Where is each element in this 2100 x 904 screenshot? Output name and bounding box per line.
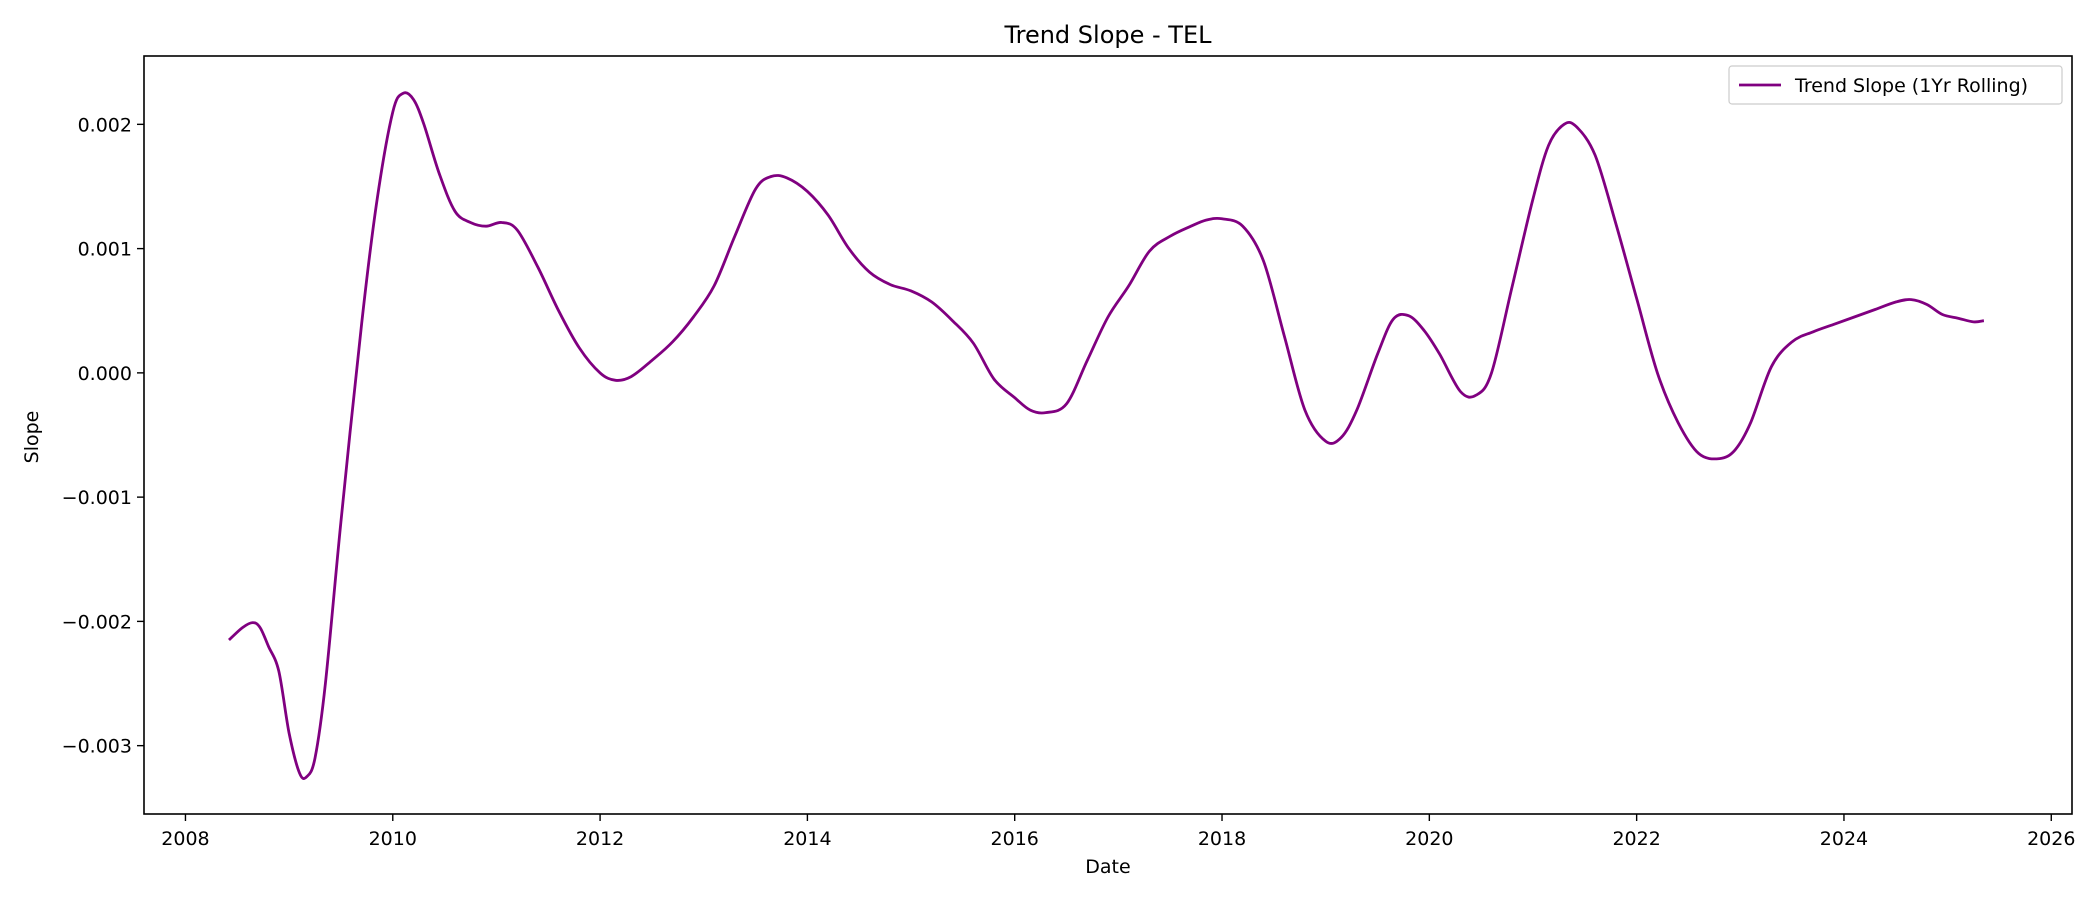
- y-tick-label: 0.000: [78, 363, 132, 385]
- y-tick-label: −0.002: [62, 611, 132, 633]
- plot-area-frame: [143, 55, 2073, 815]
- x-axis-ticks: 2008 2010 2012 2014 2016 2018 2020 2022 2024 2026: [161, 814, 2075, 850]
- y-tick-label: 0.002: [78, 114, 132, 136]
- x-tick-label: 2012: [576, 828, 624, 850]
- y-tick-label: −0.001: [62, 487, 132, 509]
- x-tick-label: 2024: [1820, 828, 1868, 850]
- y-tick-label: 0.001: [78, 239, 132, 261]
- x-tick-label: 2010: [369, 828, 417, 850]
- x-tick-label: 2026: [2027, 828, 2075, 850]
- chart-title: Trend Slope - TEL: [1003, 21, 1212, 49]
- x-axis-label: Date: [1085, 856, 1130, 878]
- legend-frame: [1728, 65, 2063, 105]
- x-tick-label: 2016: [991, 828, 1039, 850]
- x-tick-label: 2008: [161, 828, 209, 850]
- y-axis-label: Slope: [21, 411, 43, 464]
- plot-series: [228, 91, 1985, 780]
- y-tick-label: −0.003: [62, 736, 132, 758]
- legend-label: Trend Slope (1Yr Rolling): [1794, 75, 2028, 97]
- x-tick-label: 2020: [1405, 828, 1453, 850]
- x-tick-label: 2022: [1612, 828, 1660, 850]
- series-line: [228, 91, 1985, 780]
- x-tick-label: 2018: [1198, 828, 1246, 850]
- legend[interactable]: Trend Slope (1Yr Rolling): [1728, 65, 2063, 105]
- y-axis-ticks: −0.003 −0.002 −0.001 0.000 0.001 0.002: [62, 114, 144, 758]
- x-tick-label: 2014: [783, 828, 831, 850]
